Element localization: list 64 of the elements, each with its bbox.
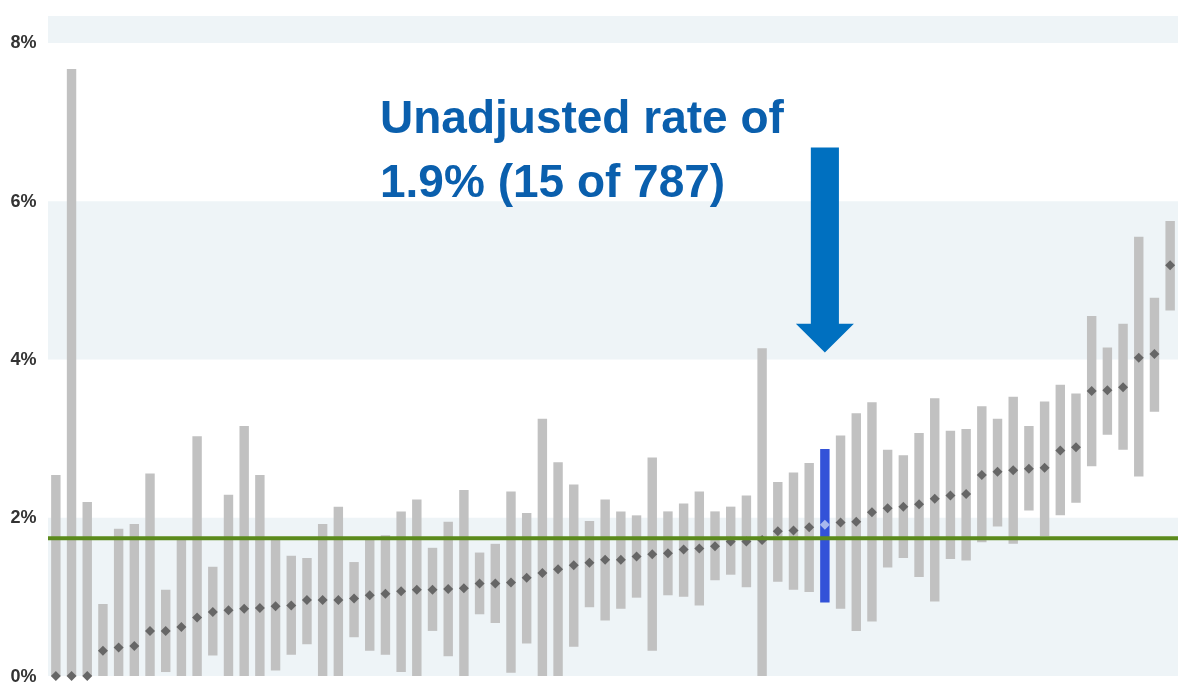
bar — [302, 558, 312, 645]
y-tick-label: 8% — [10, 32, 37, 53]
bar — [1055, 384, 1065, 516]
bar — [1149, 297, 1160, 412]
bar — [427, 547, 438, 631]
bar — [192, 436, 202, 676]
y-tick-label: 4% — [10, 348, 37, 369]
bar — [474, 552, 485, 615]
bar — [176, 539, 187, 676]
bar — [914, 433, 924, 578]
bar — [412, 499, 422, 676]
bar — [773, 482, 783, 582]
bar — [333, 506, 344, 676]
bar — [145, 473, 155, 676]
bar — [820, 448, 830, 603]
bar — [1134, 236, 1144, 477]
bar — [239, 425, 249, 676]
bar — [129, 524, 140, 676]
bar — [945, 430, 956, 559]
bar — [1118, 323, 1128, 450]
annotation: Unadjusted rate of 1.9% (15 of 787) — [380, 91, 785, 207]
bar — [741, 495, 752, 588]
bar — [223, 494, 234, 676]
bar — [553, 462, 563, 676]
bar — [459, 490, 469, 676]
bar — [930, 398, 940, 602]
bar — [365, 539, 375, 651]
bar — [992, 418, 1003, 527]
bar — [1039, 401, 1050, 536]
bar — [757, 348, 767, 676]
y-tick-label: 0% — [10, 665, 37, 686]
bar — [977, 406, 987, 543]
bar — [1102, 347, 1113, 435]
bar — [788, 472, 799, 590]
bar — [804, 463, 814, 593]
bar — [851, 413, 861, 631]
bar — [317, 524, 328, 676]
bar — [694, 491, 705, 606]
bar — [396, 511, 406, 673]
bar — [349, 562, 359, 638]
bar — [835, 435, 846, 609]
bar — [867, 402, 877, 622]
bar — [961, 429, 971, 561]
y-tick-label: 6% — [10, 190, 37, 211]
bar — [98, 603, 108, 676]
bar — [882, 449, 893, 568]
bar — [270, 539, 281, 671]
bar — [113, 528, 124, 676]
bar — [600, 499, 610, 621]
bar — [1165, 220, 1175, 311]
bar — [647, 457, 657, 651]
bar — [255, 474, 265, 676]
bar — [380, 535, 391, 655]
y-tick-label: 2% — [10, 507, 37, 528]
bar — [286, 555, 296, 655]
bar — [537, 418, 548, 676]
bar — [569, 484, 579, 647]
bar — [616, 511, 626, 609]
bar — [1086, 315, 1097, 467]
bar — [1071, 393, 1081, 503]
bar — [506, 491, 516, 673]
bar — [208, 566, 218, 656]
bar — [521, 512, 532, 644]
bar — [1024, 425, 1034, 511]
